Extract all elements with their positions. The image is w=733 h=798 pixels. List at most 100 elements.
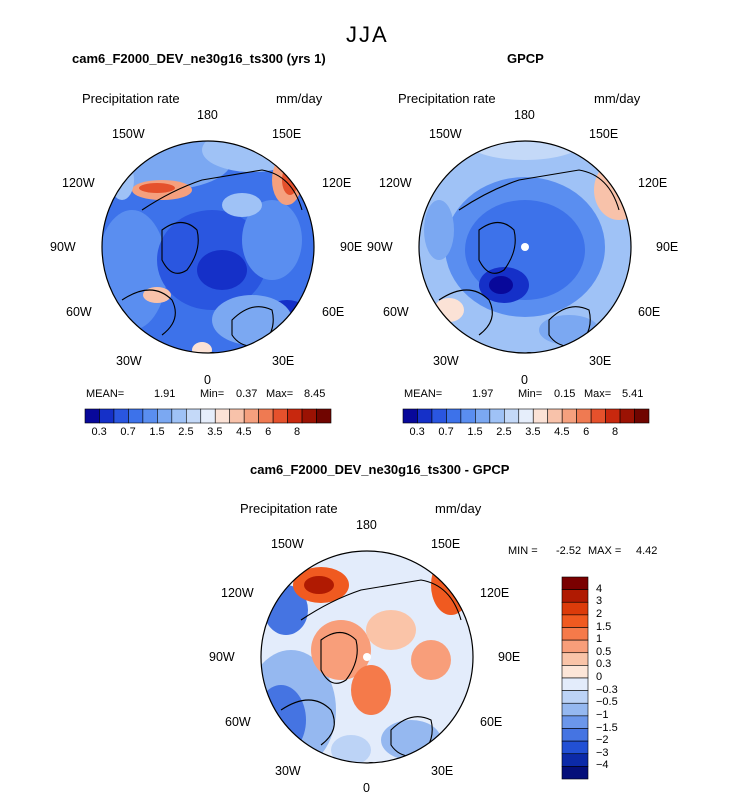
polar-map-obs bbox=[418, 140, 632, 354]
colorbar-swatch bbox=[561, 639, 589, 654]
stat-max-label: MAX = bbox=[588, 545, 622, 557]
lon-label: 30E bbox=[272, 354, 295, 368]
colorbar-swatch bbox=[431, 408, 447, 424]
colorbar-swatch bbox=[402, 408, 418, 424]
lon-label: 0 bbox=[363, 781, 370, 795]
stat-mean-label: MEAN= bbox=[404, 388, 443, 400]
colorbar-model bbox=[84, 408, 332, 424]
stat-min-value: -2.52 bbox=[556, 545, 582, 557]
colorbar-tick-label: 0.3 bbox=[409, 426, 425, 438]
lon-label: 150E bbox=[589, 127, 619, 141]
colorbar-swatch bbox=[561, 715, 589, 729]
lon-label: 30E bbox=[589, 354, 612, 368]
lon-label: 180 bbox=[356, 518, 377, 532]
colorbar-swatch bbox=[229, 408, 245, 424]
colorbar-swatch bbox=[605, 408, 621, 424]
colorbar-tick-label: 6 bbox=[583, 426, 590, 438]
colorbar-swatch bbox=[301, 408, 317, 424]
lon-label: 180 bbox=[514, 108, 535, 122]
colorbar-tick-label: 2 bbox=[596, 607, 603, 620]
pole-hole bbox=[363, 653, 371, 661]
colorbar-swatch bbox=[99, 408, 115, 424]
colorbar-tick-label: 3 bbox=[596, 595, 603, 608]
lon-label: 60E bbox=[322, 305, 345, 319]
colorbar-swatch bbox=[113, 408, 129, 424]
colorbar-swatch bbox=[619, 408, 635, 424]
panel-title-obs: GPCP bbox=[507, 51, 544, 66]
colorbar-tick-label: 1 bbox=[596, 633, 603, 646]
lon-label: 90E bbox=[656, 240, 679, 254]
lon-label: 30W bbox=[433, 354, 459, 368]
stat-mean-value: 1.91 bbox=[154, 388, 176, 400]
colorbar-swatch bbox=[171, 408, 187, 424]
colorbar-tick-label: −1 bbox=[596, 708, 609, 721]
stat-max-label: Max= bbox=[266, 388, 294, 400]
colorbar-tick-label: 8 bbox=[612, 426, 619, 438]
colorbar-tick-label: 1.5 bbox=[467, 426, 483, 438]
lon-label: 120W bbox=[379, 176, 412, 190]
units-label-model: mm/day bbox=[276, 91, 323, 106]
stat-min-label: MIN = bbox=[508, 545, 538, 557]
colorbar-swatch bbox=[561, 589, 589, 603]
colorbar-swatch bbox=[157, 408, 173, 424]
lon-label: 60W bbox=[66, 305, 92, 319]
stat-max-value: 4.42 bbox=[636, 545, 658, 557]
colorbar-tick-label: 0.3 bbox=[91, 426, 107, 438]
colorbar-swatch bbox=[258, 408, 274, 424]
colorbar-swatch bbox=[460, 408, 476, 424]
lon-label: 30E bbox=[431, 764, 454, 778]
colorbar-tick-label: −2 bbox=[596, 734, 609, 747]
colorbar-tick-label: 2.5 bbox=[496, 426, 512, 438]
colorbar-swatch bbox=[634, 408, 650, 424]
colorbar-swatch bbox=[590, 408, 606, 424]
colorbar-swatch bbox=[84, 408, 100, 424]
stat-mean-value: 1.97 bbox=[472, 388, 494, 400]
lon-label: 60W bbox=[225, 715, 251, 729]
colorbar-swatch bbox=[561, 665, 589, 679]
colorbar-swatch bbox=[561, 690, 589, 704]
colorbar-tick-label: 3.5 bbox=[525, 426, 541, 438]
polar-map-diff bbox=[260, 550, 474, 764]
colorbar-swatch bbox=[446, 408, 462, 424]
colorbar-swatch bbox=[518, 408, 534, 424]
colorbar-swatch bbox=[561, 576, 589, 590]
variable-label-obs: Precipitation rate bbox=[398, 91, 496, 106]
polar-map-model bbox=[101, 140, 315, 354]
stat-min-label: Min= bbox=[518, 388, 543, 400]
colorbar-swatch bbox=[561, 408, 577, 424]
panel-title-model: cam6_F2000_DEV_ne30g16_ts300 (yrs 1) bbox=[72, 51, 326, 66]
colorbar-tick-label: 0.3 bbox=[596, 658, 612, 671]
lon-label: 30W bbox=[116, 354, 142, 368]
colorbar-swatch bbox=[185, 408, 202, 424]
lon-label: 0 bbox=[204, 373, 211, 387]
season-title: JJA bbox=[346, 22, 389, 47]
lon-label: 150E bbox=[431, 537, 461, 551]
stat-max-value: 8.45 bbox=[304, 388, 326, 400]
colorbar-swatch bbox=[561, 652, 589, 666]
precip-field-diff bbox=[261, 551, 473, 763]
colorbar-swatch bbox=[561, 702, 589, 717]
colorbar-tick-label: 0.7 bbox=[120, 426, 136, 438]
lon-label: 30W bbox=[275, 764, 301, 778]
colorbar-swatch bbox=[561, 677, 589, 691]
precip-field-obs bbox=[419, 141, 631, 353]
lon-label: 90W bbox=[50, 240, 76, 254]
colorbar-swatch bbox=[503, 408, 520, 424]
colorbar-tick-label: 3.5 bbox=[207, 426, 223, 438]
colorbar-swatch bbox=[561, 753, 589, 767]
colorbar-swatch bbox=[243, 408, 259, 424]
colorbar-swatch bbox=[561, 627, 589, 641]
lon-label: 60W bbox=[383, 305, 409, 319]
lon-label: 120E bbox=[480, 586, 510, 600]
lon-label: 150E bbox=[272, 127, 302, 141]
lon-label: 150W bbox=[112, 127, 145, 141]
colorbar-swatch bbox=[200, 408, 216, 424]
lon-label: 60E bbox=[480, 715, 503, 729]
lon-label: 90E bbox=[340, 240, 363, 254]
colorbar-tick-label: 4.5 bbox=[554, 426, 570, 438]
colorbar-tick-label: 4 bbox=[596, 582, 603, 595]
colorbar-tick-label: 4.5 bbox=[236, 426, 252, 438]
colorbar-swatch bbox=[475, 408, 491, 424]
colorbar-tick-label: 0.5 bbox=[596, 645, 612, 658]
colorbar-tick-label: 2.5 bbox=[178, 426, 194, 438]
